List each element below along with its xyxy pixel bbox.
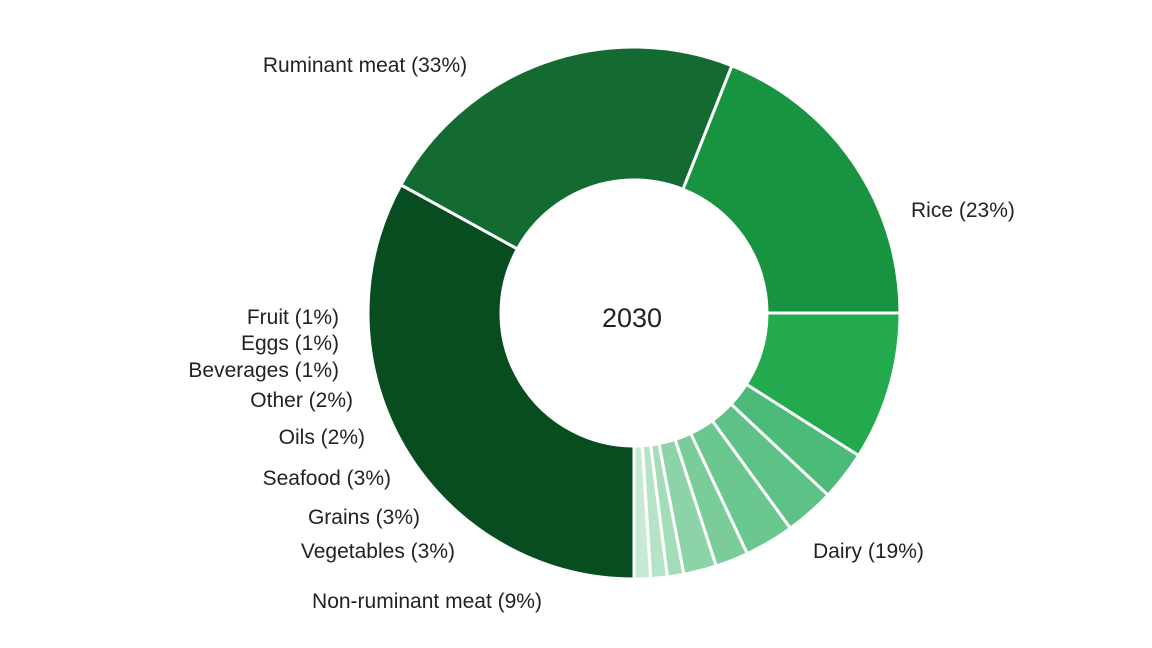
label-non-ruminant-meat: Non-ruminant meat (9%) <box>312 590 542 613</box>
label-other: Other (2%) <box>250 389 353 412</box>
label-grains: Grains (3%) <box>308 506 420 529</box>
slice-fruit <box>632 444 653 581</box>
slice-rice <box>398 45 734 251</box>
label-dairy: Dairy (19%) <box>813 540 924 563</box>
label-beverages: Beverages (1%) <box>188 359 339 382</box>
slice-dairy <box>681 63 902 315</box>
center-year-label: 2030 <box>602 303 662 333</box>
label-eggs: Eggs (1%) <box>241 332 339 355</box>
slice-ruminant-meat <box>366 182 636 581</box>
label-oils: Oils (2%) <box>279 426 365 449</box>
label-ruminant-meat: Ruminant meat (33%) <box>263 54 467 77</box>
label-fruit: Fruit (1%) <box>247 306 339 329</box>
label-rice: Rice (23%) <box>911 199 1015 222</box>
label-vegetables: Vegetables (3%) <box>301 540 455 563</box>
label-seafood: Seafood (3%) <box>263 467 391 490</box>
slice-labels: Ruminant meat (33%) Rice (23%) Dairy (19%)… <box>188 54 1014 613</box>
donut-slices <box>366 45 902 581</box>
